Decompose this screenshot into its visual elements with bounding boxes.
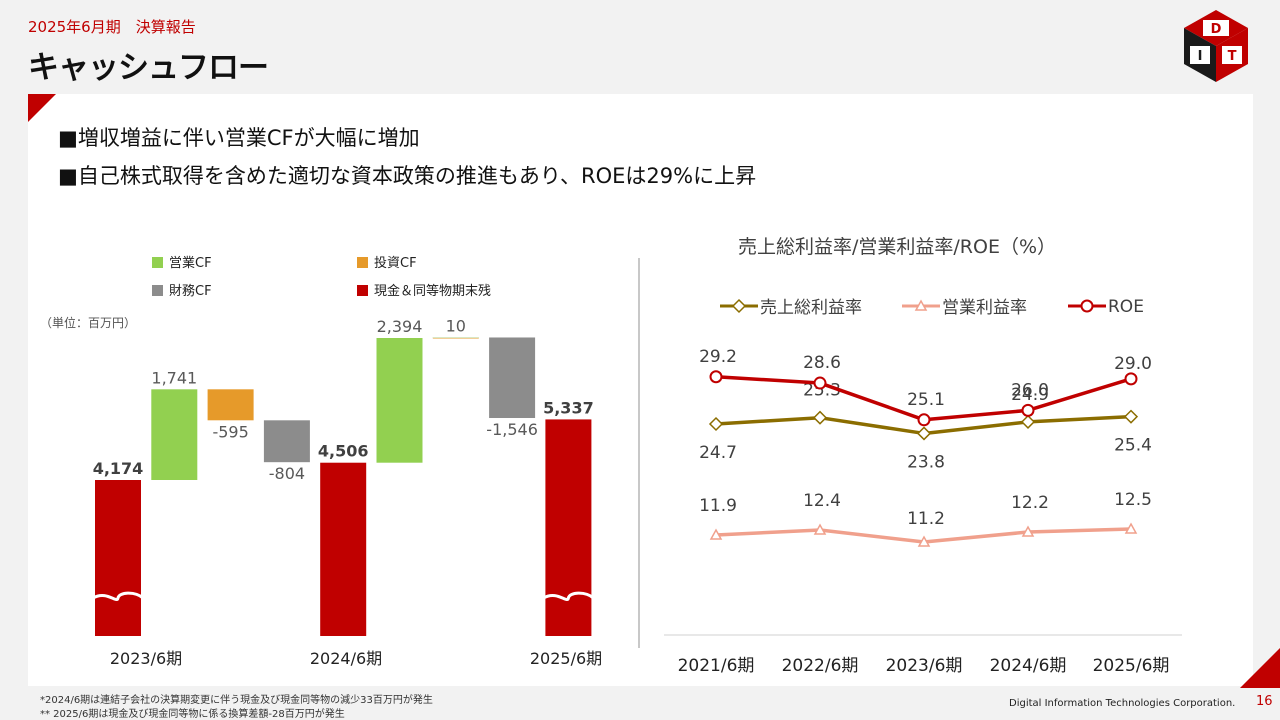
legend-label: 営業CF (169, 256, 212, 271)
data-point (709, 528, 723, 540)
bar-cash-8 (545, 419, 592, 636)
legend-label: 財務CF (169, 284, 212, 299)
legend-label-2: ROE (1108, 297, 1144, 317)
corner-accent-bottom (1240, 648, 1280, 688)
data-point (1020, 414, 1036, 429)
data-label: 11.9 (699, 496, 737, 516)
data-label: 10 (446, 316, 466, 335)
data-label: 25.4 (1114, 436, 1152, 456)
x-tick-label: 2024/6期 (310, 649, 382, 668)
data-label: 5,337 (543, 398, 594, 417)
legend-label-1: 営業利益率 (942, 298, 1027, 318)
data-label: 4,174 (93, 459, 144, 478)
data-label: 2,394 (377, 317, 423, 336)
legend-marker-0 (731, 298, 747, 314)
corner-accent (28, 94, 56, 122)
bar-operating-1 (151, 389, 198, 480)
bar-financing-3 (263, 420, 310, 463)
unit-label: （単位：百万円） (40, 316, 137, 330)
data-label: 28.6 (803, 353, 841, 373)
logo-letter-i: I (1198, 49, 1203, 64)
data-label: -595 (212, 422, 248, 441)
chart-divider (638, 258, 640, 648)
data-point (917, 535, 931, 547)
legend-swatch (357, 285, 368, 296)
axis-break-mark (92, 591, 144, 601)
data-point (813, 376, 827, 390)
company-logo: D I T (1184, 10, 1248, 82)
cashflow-waterfall-chart: 4,174 1,741 -595 -804 4,506 2,394 10 -1,546 5,33… (92, 316, 602, 668)
x-tick-label: 2024/6期 (990, 656, 1067, 676)
data-point (1021, 525, 1035, 537)
page-title: キャッシュフロー (28, 50, 269, 86)
logo-letter-d: D (1211, 22, 1222, 37)
legend-marker-2 (1080, 299, 1094, 313)
data-point (916, 426, 932, 441)
data-label: -804 (269, 464, 305, 483)
x-tick-label: 2023/6期 (886, 656, 963, 676)
bar-operating-5 (376, 338, 423, 463)
data-label: 12.4 (803, 491, 841, 511)
legend-marker-1 (914, 299, 928, 311)
data-point (708, 416, 724, 432)
data-point (1124, 372, 1138, 386)
data-label: 29.0 (1114, 354, 1152, 374)
data-label: 4,506 (318, 442, 369, 461)
data-label: -1,546 (486, 420, 538, 439)
legend-investing-cf: 投資CF (357, 252, 417, 271)
page-number: 16 (1256, 694, 1273, 709)
bar-cash-0 (95, 480, 141, 636)
data-point (812, 410, 828, 425)
footnote-1: *2024/6期は連結子会社の決算期変更に伴う現金及び現金同等物の減少33百万円… (40, 695, 433, 706)
bullet-operating-cf: ■増収増益に伴い営業CFが大幅に増加 (58, 126, 420, 150)
legend-swatch (152, 285, 163, 296)
legend-label: 現金＆同等物期末残 (374, 284, 492, 299)
x-tick-label: 2021/6期 (678, 656, 755, 676)
company-name: Digital Information Technologies Corpora… (1009, 698, 1236, 709)
legend-swatch (152, 257, 163, 268)
data-point (1124, 522, 1138, 534)
legend-cash: 現金＆同等物期末残 (357, 280, 491, 299)
x-tick-label: 2023/6期 (110, 649, 182, 668)
data-label: 23.8 (907, 452, 945, 472)
x-tick-label: 2025/6期 (1093, 656, 1170, 676)
axis-break-mark (542, 591, 595, 601)
bar-investing-2 (207, 389, 254, 421)
x-tick-label: 2022/6期 (782, 656, 859, 676)
data-label: 11.2 (907, 509, 945, 529)
bullet-roe: ■自己株式取得を含めた適切な資本政策の推進もあり、ROEは29%に上昇 (58, 164, 757, 188)
footnote-2: ** 2025/6期は現金及び現金同等物に係る換算差額-28百万円が発生 (40, 709, 345, 720)
bar-cash-4 (320, 462, 367, 636)
logo-letter-t: T (1228, 49, 1237, 64)
data-point (1021, 403, 1035, 417)
legend-label-0: 売上総利益率 (760, 298, 862, 318)
data-label: 29.2 (699, 347, 737, 367)
data-label: 24.7 (699, 443, 737, 463)
data-label: 24.9 (1011, 385, 1049, 405)
data-label: 26.0 (1011, 380, 1049, 400)
ratio-chart-title: 売上総利益率/営業利益率/ROE（%） (738, 236, 1057, 258)
report-period: 2025年6月期 決算報告 (28, 18, 196, 36)
data-point (1123, 409, 1139, 424)
legend-label: 投資CF (374, 256, 417, 271)
data-point (917, 413, 931, 427)
bar-financing-7 (489, 337, 536, 419)
data-label: 25.1 (907, 390, 945, 410)
data-label: 1,741 (151, 368, 197, 387)
x-tick-label: 2025/6期 (530, 649, 602, 668)
data-label: 12.5 (1114, 490, 1152, 510)
data-label: 12.2 (1011, 493, 1049, 513)
legend-financing-cf: 財務CF (152, 280, 212, 299)
data-point (813, 523, 827, 535)
legend-swatch (357, 257, 368, 268)
legend-operating-cf: 営業CF (152, 252, 212, 271)
data-point (709, 370, 723, 384)
